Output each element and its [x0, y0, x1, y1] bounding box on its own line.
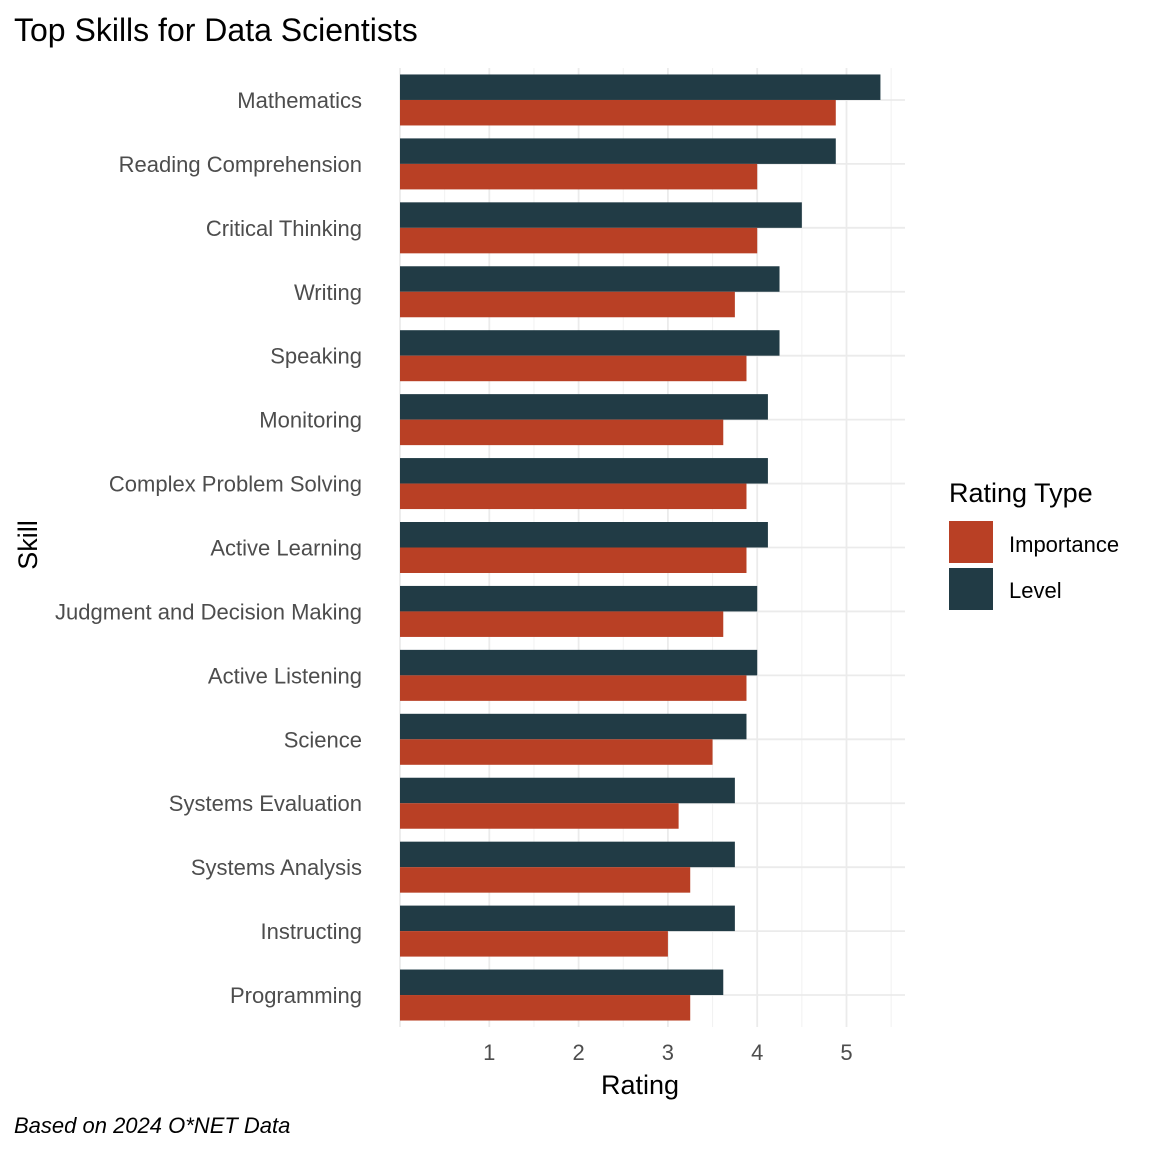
y-tick-label: Writing — [294, 280, 362, 305]
y-axis-title: Skill — [13, 520, 43, 570]
bar-level — [400, 74, 881, 100]
bar-importance — [400, 163, 758, 190]
bar-level — [400, 266, 780, 292]
bar-importance — [400, 995, 691, 1021]
x-tick-label: 5 — [840, 1040, 852, 1065]
bar-level — [400, 969, 724, 996]
legend-title: Rating Type — [949, 478, 1093, 508]
y-tick-label: Science — [284, 727, 362, 752]
y-tick-label: Speaking — [270, 344, 362, 369]
bar-importance — [400, 99, 836, 126]
legend-swatch-importance — [949, 521, 993, 563]
bar-importance — [400, 419, 724, 446]
chart-title: Top Skills for Data Scientists — [14, 12, 418, 48]
bar-importance — [400, 547, 747, 573]
bar-level — [400, 522, 768, 548]
y-tick-label: Active Listening — [208, 663, 362, 688]
legend-swatch-level — [949, 568, 993, 610]
bar-importance — [400, 355, 747, 382]
legend-label-level: Level — [1009, 578, 1062, 603]
y-tick-label: Instructing — [261, 919, 363, 944]
bar-level — [400, 905, 735, 932]
bar-importance — [400, 739, 713, 765]
y-tick-labels: Mathematics Reading Comprehension Critical… — [55, 88, 362, 1008]
bar-importance — [400, 675, 747, 701]
bar-level — [400, 394, 768, 420]
y-tick-label: Systems Analysis — [191, 855, 362, 880]
y-tick-label: Critical Thinking — [206, 216, 362, 241]
bar-level — [400, 841, 735, 868]
y-tick-label: Systems Evaluation — [169, 791, 362, 816]
bar-level — [400, 458, 768, 484]
y-tick-label: Complex Problem Solving — [109, 472, 362, 497]
bar-level — [400, 649, 758, 676]
x-tick-label: 4 — [751, 1040, 763, 1065]
bars — [400, 74, 881, 1021]
bar-level — [400, 777, 735, 804]
chart-caption: Based on 2024 O*NET Data — [14, 1113, 290, 1138]
x-axis-title: Rating — [601, 1070, 679, 1100]
bar-importance — [400, 803, 679, 829]
x-tick-label: 1 — [483, 1040, 495, 1065]
x-tick-label: 3 — [662, 1040, 674, 1065]
bar-level — [400, 138, 836, 164]
y-tick-label: Judgment and Decision Making — [55, 599, 362, 624]
y-tick-label: Reading Comprehension — [119, 152, 362, 177]
bar-importance — [400, 227, 758, 254]
bar-importance — [400, 931, 668, 957]
x-tick-label: 2 — [572, 1040, 584, 1065]
bar-level — [400, 585, 758, 612]
legend: Rating Type Importance Level — [949, 478, 1119, 610]
bar-level — [400, 202, 802, 228]
y-tick-label: Active Learning — [210, 536, 362, 561]
y-tick-label: Mathematics — [237, 88, 362, 113]
bar-importance — [400, 291, 735, 318]
x-tick-labels: 1 2 3 4 5 — [483, 1040, 852, 1065]
y-tick-label: Monitoring — [259, 408, 362, 433]
legend-label-importance: Importance — [1009, 532, 1119, 557]
bar-importance — [400, 611, 724, 637]
bar-importance — [400, 867, 691, 893]
bar-level — [400, 713, 747, 740]
bar-level — [400, 330, 780, 356]
y-tick-label: Programming — [230, 983, 362, 1008]
bar-importance — [400, 483, 747, 510]
